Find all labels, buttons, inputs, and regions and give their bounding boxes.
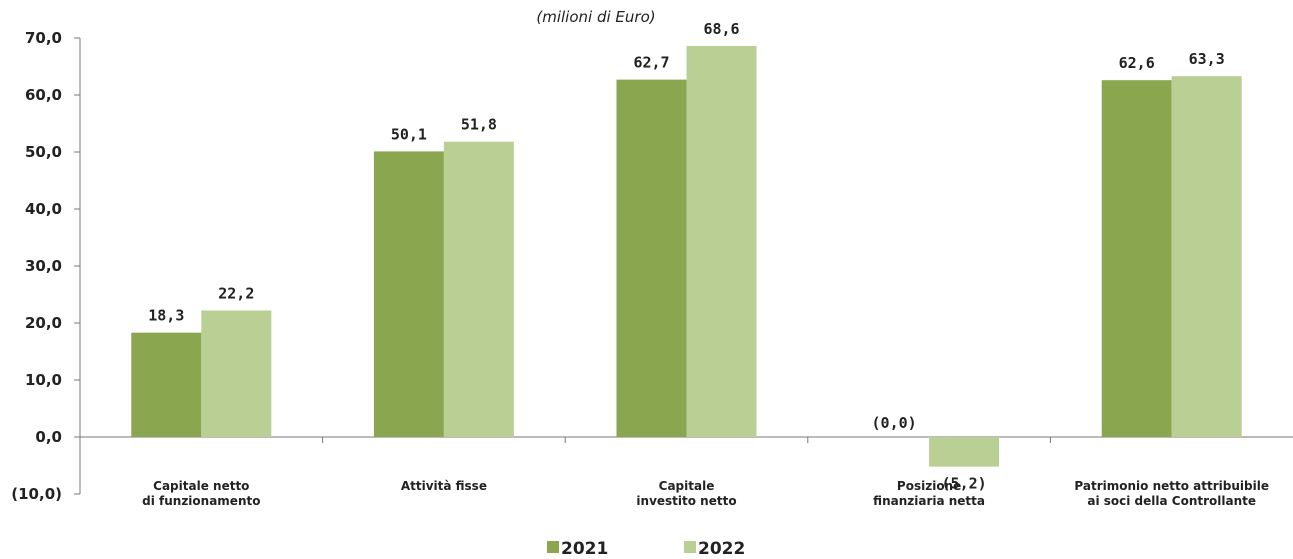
bar-2022 bbox=[1171, 76, 1242, 437]
data-label: 18,3 bbox=[148, 307, 184, 325]
data-label: 22,2 bbox=[218, 284, 254, 302]
data-label: 68,6 bbox=[703, 20, 739, 38]
category-label: Capitale netto bbox=[153, 479, 249, 493]
category-label: finanziaria netta bbox=[873, 494, 985, 508]
bar-2022 bbox=[201, 310, 272, 437]
category-label: Attività fisse bbox=[401, 479, 487, 493]
axes: (10,0) 0,0 10,0 20,0 30,0 40,0 50,0 60,0 70,0 bbox=[11, 29, 1293, 503]
data-label: (5,2) bbox=[942, 475, 987, 493]
data-label: 63,3 bbox=[1189, 50, 1225, 68]
bar-2022 bbox=[929, 437, 1000, 467]
legend-swatch-2022 bbox=[684, 541, 696, 553]
bar-2021 bbox=[373, 151, 444, 437]
data-label: 62,7 bbox=[633, 54, 669, 72]
legend-swatch-2021 bbox=[547, 541, 559, 553]
y-tick-label: (10,0) bbox=[11, 485, 62, 503]
category-label: Posizione bbox=[897, 479, 961, 493]
category-label: investito netto bbox=[636, 494, 736, 508]
legend-label-2021: 2021 bbox=[561, 539, 608, 559]
legend-label-2022: 2022 bbox=[698, 539, 745, 559]
category-label: Patrimonio netto attribuibile bbox=[1074, 479, 1269, 493]
y-tick-label: 40,0 bbox=[25, 200, 62, 218]
data-label: 51,8 bbox=[461, 116, 497, 134]
bar-2021 bbox=[131, 332, 202, 437]
data-label: (0,0) bbox=[872, 414, 917, 432]
y-tick-label: 0,0 bbox=[35, 428, 62, 446]
bar-2022 bbox=[443, 141, 514, 438]
data-labels: 18,3 50,1 62,7 (0,0) 62,6 22,2 51,8 68,6 (5,2) 63… bbox=[148, 20, 1225, 493]
data-label: 62,6 bbox=[1119, 54, 1155, 72]
chart-subtitle: (milioni di Euro) bbox=[536, 8, 655, 26]
legend: 2021 2022 bbox=[547, 539, 745, 559]
y-tick-label: 10,0 bbox=[25, 371, 62, 389]
y-tick-label: 50,0 bbox=[25, 143, 62, 161]
bar-2021 bbox=[1101, 80, 1172, 438]
y-tick-label: 60,0 bbox=[25, 86, 62, 104]
category-label: di funzionamento bbox=[142, 494, 260, 508]
y-tick-label: 20,0 bbox=[25, 314, 62, 332]
bars bbox=[131, 45, 1242, 467]
y-tick-label: 70,0 bbox=[25, 29, 62, 47]
category-label: ai soci della Controllante bbox=[1087, 494, 1256, 508]
bar-2022 bbox=[686, 45, 757, 437]
bar-2021 bbox=[616, 79, 687, 438]
y-tick-label: 30,0 bbox=[25, 257, 62, 275]
category-label: Capitale bbox=[659, 479, 715, 493]
data-label: 50,1 bbox=[391, 125, 427, 143]
